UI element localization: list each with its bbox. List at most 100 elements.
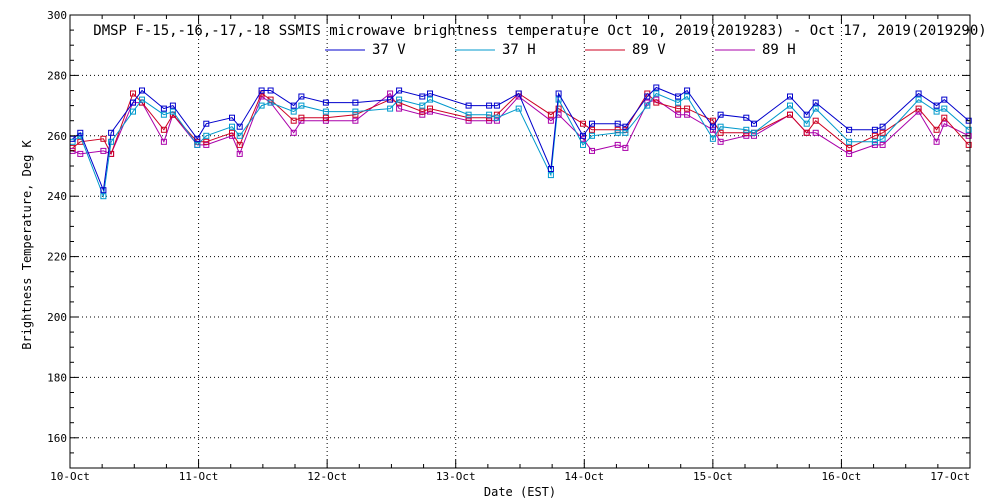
data-point-37-h xyxy=(547,172,554,179)
data-point-89-v xyxy=(812,117,819,124)
data-point-37-h xyxy=(298,102,305,109)
data-point-37-h xyxy=(965,126,972,133)
data-point-89-v xyxy=(965,141,972,148)
data-point-37-h xyxy=(352,108,359,115)
data-point-37-h xyxy=(879,135,886,142)
data-point-89-v xyxy=(100,135,107,142)
data-point-37-h xyxy=(387,105,394,112)
legend-label-37-v: 37 V xyxy=(372,42,406,58)
data-point-37-v xyxy=(614,120,621,127)
data-point-89-v xyxy=(229,129,235,136)
data-point-37-h xyxy=(515,105,522,112)
data-point-37-h xyxy=(709,135,716,142)
data-point-37-h xyxy=(812,105,819,112)
data-point-37-v xyxy=(915,90,922,97)
data-point-89-v xyxy=(933,126,940,133)
data-point-37-v xyxy=(555,90,562,97)
data-point-37-h xyxy=(653,90,660,97)
data-point-37-v xyxy=(644,93,651,100)
data-point-89-v xyxy=(419,108,426,115)
legend: 37 V 37 H 89 V 89 H xyxy=(325,42,796,58)
data-point-37-v xyxy=(100,187,107,194)
data-point-89-h xyxy=(933,138,940,145)
data-point-37-h xyxy=(236,132,243,139)
data-point-89-v xyxy=(846,144,853,151)
data-point-37-h xyxy=(941,105,948,112)
data-point-37-h xyxy=(675,99,682,106)
data-point-37-v xyxy=(547,166,554,172)
data-point-89-v xyxy=(322,114,329,121)
data-point-89-h xyxy=(846,150,853,157)
data-point-37-v xyxy=(203,120,210,127)
data-point-37-h xyxy=(194,141,201,148)
data-point-37-v xyxy=(684,87,691,94)
data-point-37-v xyxy=(160,105,167,112)
y-tick-label: 160 xyxy=(47,432,67,445)
data-point-37-h xyxy=(267,99,274,106)
data-point-37-h xyxy=(258,102,265,109)
data-point-37-h xyxy=(684,93,691,100)
x-tick-label: 10-Oct xyxy=(50,470,90,483)
data-point-37-v xyxy=(387,96,394,103)
data-point-37-h xyxy=(743,126,750,133)
data-point-89-h xyxy=(100,147,107,154)
data-point-89-h xyxy=(396,105,403,112)
data-point-89-v xyxy=(547,111,554,118)
data-point-37-v xyxy=(229,114,235,121)
data-point-89-h xyxy=(589,147,595,154)
data-point-89-h xyxy=(77,150,84,157)
data-point-37-v xyxy=(743,114,750,121)
data-point-89-v xyxy=(427,105,433,112)
data-point-37-h xyxy=(160,111,167,118)
data-point-89-v xyxy=(290,117,297,124)
series-37-v xyxy=(69,84,972,194)
data-point-89-v xyxy=(871,132,878,139)
data-point-37-v xyxy=(427,90,433,97)
data-point-37-v xyxy=(108,129,115,136)
data-point-89-h xyxy=(812,129,819,136)
series-line-37-h xyxy=(72,92,970,199)
y-tick-label: 200 xyxy=(47,311,67,324)
data-point-89-h xyxy=(352,117,359,124)
x-tick-label: 17-Oct xyxy=(930,470,970,483)
data-point-37-h xyxy=(322,108,329,115)
data-point-37-v xyxy=(933,102,940,109)
axes: 160 180 200 220 240 260 280 300 10-Oct 11-Oct 12-O… xyxy=(47,9,971,483)
data-point-37-v xyxy=(515,90,522,97)
data-point-89-v xyxy=(203,138,210,145)
data-point-37-h xyxy=(751,129,757,136)
data-point-89-h xyxy=(387,90,394,97)
data-point-37-v xyxy=(465,102,472,109)
data-point-37-v xyxy=(675,93,682,100)
y-tick-label: 220 xyxy=(47,251,67,264)
data-point-37-h xyxy=(419,102,426,109)
data-point-37-v xyxy=(322,99,329,106)
legend-label-37-h: 37 H xyxy=(502,42,536,58)
data-point-37-h xyxy=(169,108,176,115)
data-point-37-v xyxy=(879,123,886,130)
data-point-37-h xyxy=(614,129,621,136)
data-point-89-v xyxy=(589,126,595,133)
data-point-37-v xyxy=(803,111,810,118)
data-point-37-h xyxy=(100,193,107,200)
data-point-89-v xyxy=(787,111,793,118)
data-point-89-v xyxy=(653,99,660,106)
data-point-37-h xyxy=(130,108,136,115)
data-point-37-h xyxy=(915,96,922,103)
data-point-37-v xyxy=(846,126,853,133)
data-point-89-h xyxy=(879,141,886,148)
data-point-89-v xyxy=(915,105,922,112)
data-point-37-v xyxy=(169,102,176,109)
data-point-89-h xyxy=(419,111,426,118)
x-tick-label: 16-Oct xyxy=(822,470,862,483)
data-point-89-v xyxy=(709,117,716,124)
y-tick-label: 260 xyxy=(47,130,67,143)
data-point-37-v xyxy=(709,123,716,130)
data-point-37-h xyxy=(396,96,403,103)
data-point-89-h xyxy=(941,120,948,127)
data-point-37-h xyxy=(229,123,235,130)
data-point-37-h xyxy=(846,138,853,145)
data-point-89-v xyxy=(879,129,886,136)
data-point-37-v xyxy=(787,93,793,100)
x-tick-label: 11-Oct xyxy=(179,470,219,483)
